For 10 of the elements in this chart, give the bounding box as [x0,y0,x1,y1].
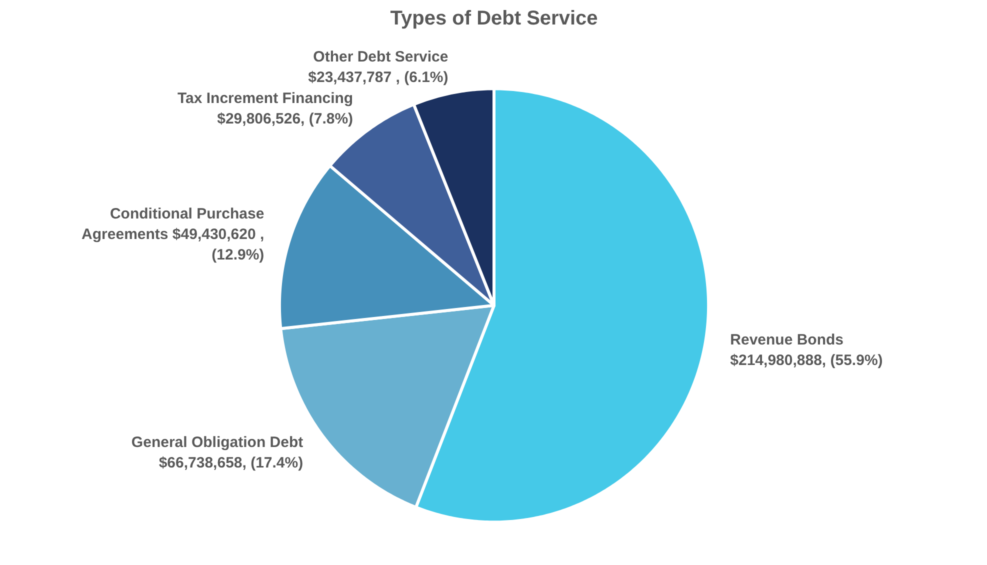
data-label: $23,437,787 , (6.1%) [308,68,448,86]
data-label: $214,980,888, (55.9%) [730,352,883,370]
chart-title: Types of Debt Service [390,8,598,30]
slice-label: General Obligation Debt [131,434,304,452]
data-label: $29,806,526, (7.8%) [217,110,354,128]
slice-label: Tax Increment Financing [177,90,354,108]
slice-label: Conditional Purchase Agreements $49,430,620 , (12.9%) [82,206,264,264]
data-label: $66,738,658, (17.4%) [158,454,304,472]
slice-label: Revenue Bonds [730,332,844,349]
slice-label: Other Debt Service [313,48,448,66]
